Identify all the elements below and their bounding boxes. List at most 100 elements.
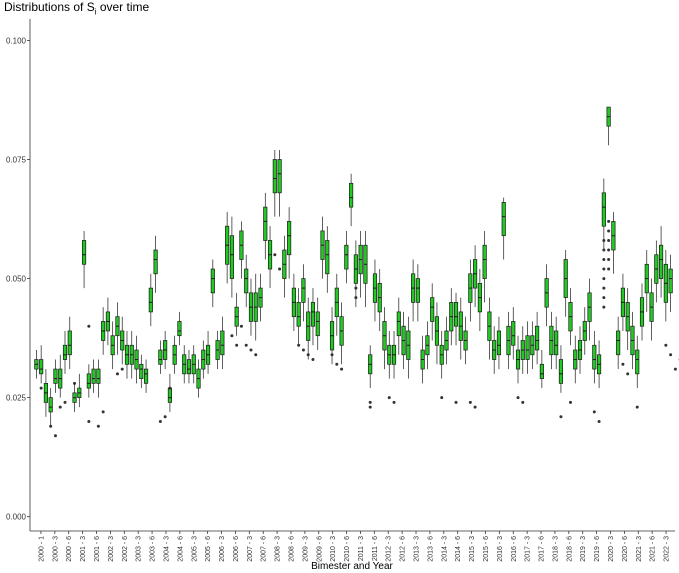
- outlier-point: [53, 434, 57, 438]
- outlier-point: [273, 253, 277, 257]
- box: [158, 349, 163, 365]
- x-tick-label: 2011 - 6: [372, 536, 379, 561]
- x-tick-label: 2001 - 3: [80, 536, 87, 562]
- x-tick-label: 2020 - 3: [608, 536, 615, 562]
- x-tick-label: 2000 - 6: [66, 536, 73, 562]
- box: [301, 278, 306, 303]
- x-axis-title: Bimester and Year: [311, 561, 393, 572]
- outlier-point: [168, 386, 172, 390]
- outlier-point: [306, 353, 310, 357]
- x-tick-label: 2020 - 6: [622, 536, 629, 562]
- outlier-point: [626, 372, 630, 376]
- box: [177, 321, 182, 337]
- box: [220, 330, 225, 356]
- box: [67, 330, 72, 356]
- x-tick-label: 2013 - 3: [414, 536, 421, 562]
- outlier-point: [354, 296, 358, 300]
- outlier-point: [473, 405, 477, 409]
- y-tick-label: 0.100: [6, 36, 27, 45]
- x-tick-label: 2021 - 3: [636, 536, 643, 562]
- outlier-point: [468, 400, 472, 404]
- outlier-point: [115, 372, 119, 376]
- x-tick-label: 2018 - 6: [566, 536, 573, 562]
- box: [153, 249, 158, 275]
- box: [453, 302, 459, 327]
- outlier-point: [63, 400, 67, 404]
- box: [430, 297, 435, 322]
- outlier-point: [597, 419, 601, 423]
- chart-title-main: Distributions of S: [4, 0, 95, 14]
- x-tick-label: 2017 - 6: [539, 536, 546, 562]
- outlier-point: [607, 248, 611, 252]
- x-tick-label: 2005 - 6: [205, 536, 212, 562]
- box: [310, 302, 316, 327]
- box: [349, 182, 354, 208]
- box: [53, 368, 58, 384]
- outlier-point: [49, 424, 53, 428]
- y-tick-label: 0.000: [6, 513, 27, 522]
- x-axis-ticks: 2000 - 1 2000 - 3 2000 - 6 2001 - 3 2001 - 6…: [38, 531, 671, 562]
- box: [635, 349, 640, 375]
- box: [272, 159, 277, 194]
- box: [244, 268, 249, 294]
- box: [501, 202, 506, 237]
- box: [496, 330, 502, 356]
- box: [148, 287, 153, 313]
- box: [511, 321, 516, 346]
- outlier-point: [87, 324, 91, 328]
- box: [287, 221, 292, 256]
- outlier-point: [673, 367, 677, 371]
- x-tick-label: 2016 - 3: [497, 536, 504, 562]
- x-tick-label: 2009 - 6: [316, 536, 323, 562]
- outlier-point: [607, 229, 611, 233]
- box: [601, 192, 606, 227]
- box-series: [34, 106, 679, 438]
- outlier-point: [607, 267, 611, 271]
- y-tick-label: 0.050: [6, 275, 27, 284]
- box: [210, 268, 215, 294]
- outlier-point: [521, 400, 525, 404]
- outlier-point: [101, 410, 105, 414]
- x-tick-label: 2013 - 6: [427, 536, 434, 562]
- outlier-point: [73, 381, 77, 385]
- box: [229, 235, 234, 279]
- x-tick-label: 2007 - 3: [247, 536, 254, 562]
- box: [668, 268, 673, 294]
- x-tick-label: 2015 - 3: [469, 536, 476, 562]
- x-tick-label: 2012 - 3: [386, 536, 393, 562]
- outlier-point: [163, 415, 167, 419]
- box: [167, 387, 172, 403]
- box: [91, 368, 96, 384]
- outlier-point: [235, 343, 239, 347]
- x-tick-label: 2006 - 3: [219, 536, 226, 562]
- outlier-point: [392, 400, 396, 404]
- x-tick-label: 2022 - 3: [664, 536, 671, 562]
- x-tick-label: 2009 - 3: [302, 536, 309, 562]
- outlier-point: [602, 305, 606, 309]
- box: [616, 330, 621, 356]
- y-axis-ticks: 0.000 0.025 0.050 0.075 0.100: [6, 36, 30, 522]
- box: [554, 330, 559, 356]
- box: [325, 240, 330, 275]
- x-tick-label: 2010 - 6: [344, 536, 351, 562]
- box: [482, 244, 487, 279]
- box: [558, 359, 564, 384]
- outlier-point: [607, 219, 611, 223]
- box: [539, 363, 544, 379]
- x-tick-label: 2003 - 3: [136, 536, 143, 562]
- x-tick-label: 2016 - 6: [511, 536, 518, 562]
- outlier-point: [340, 367, 344, 371]
- outlier-point: [602, 267, 606, 271]
- y-tick-label: 0.025: [6, 394, 27, 403]
- box: [344, 244, 349, 270]
- x-tick-label: 2002 - 3: [108, 536, 115, 562]
- outlier-point: [602, 296, 606, 300]
- box: [39, 359, 44, 375]
- x-tick-label: 2008 - 6: [288, 536, 295, 562]
- x-tick-label: 2014 - 6: [455, 536, 462, 562]
- outlier-point: [301, 348, 305, 352]
- x-tick-label: 2015 - 6: [483, 536, 490, 562]
- chart-title: Distributions of Si over time: [4, 0, 149, 16]
- x-tick-label: 2014 - 3: [441, 536, 448, 562]
